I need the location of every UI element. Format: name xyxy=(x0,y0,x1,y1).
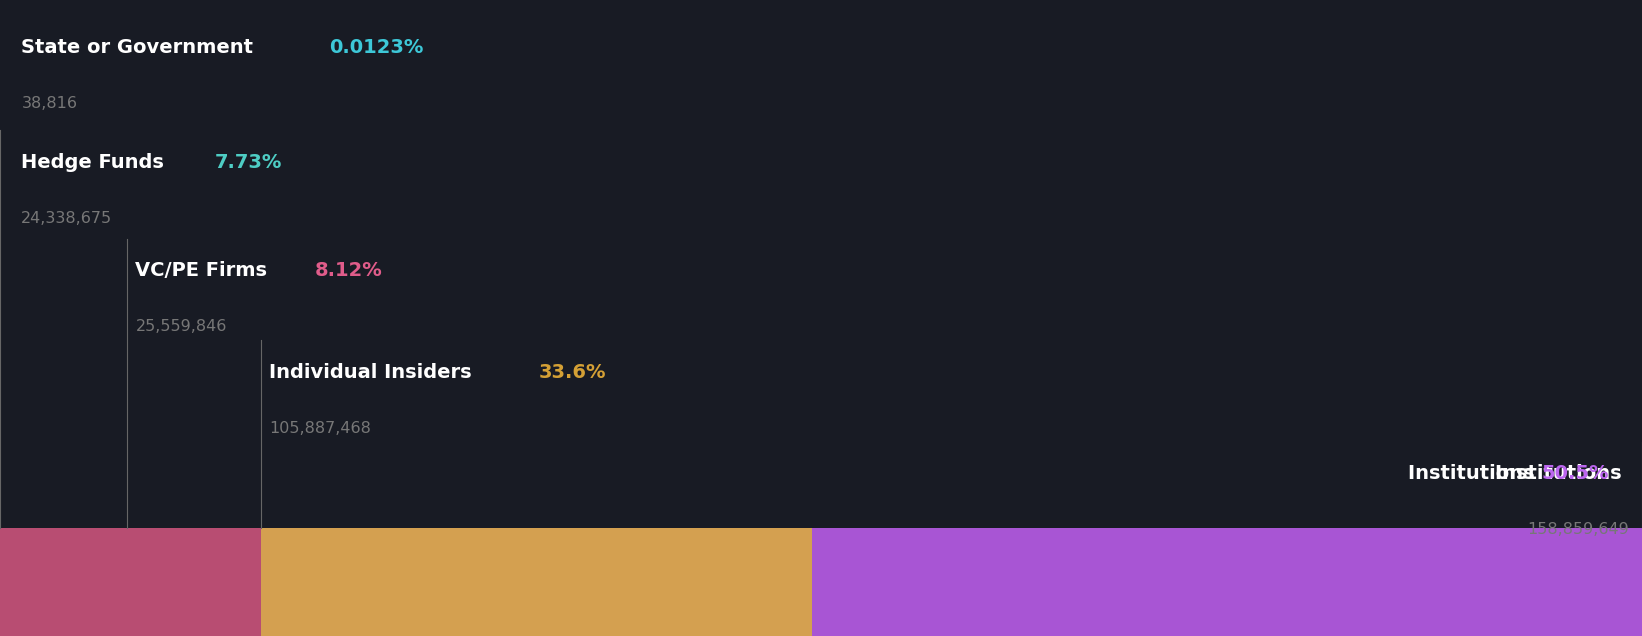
Text: 25,559,846: 25,559,846 xyxy=(135,319,227,334)
Text: 38,816: 38,816 xyxy=(21,96,77,111)
Text: 8.12%: 8.12% xyxy=(314,261,383,280)
Text: Hedge Funds: Hedge Funds xyxy=(21,153,171,172)
Text: State or Government: State or Government xyxy=(21,38,259,57)
Bar xyxy=(261,528,813,636)
Text: 33.6%: 33.6% xyxy=(539,363,606,382)
Bar xyxy=(126,528,261,636)
Text: 0.0123%: 0.0123% xyxy=(330,38,424,57)
Text: VC/PE Firms: VC/PE Firms xyxy=(135,261,274,280)
Text: 158,859,649: 158,859,649 xyxy=(1527,522,1629,537)
Text: 24,338,675: 24,338,675 xyxy=(21,211,112,226)
Text: 50.5%: 50.5% xyxy=(1542,464,1609,483)
Text: 7.73%: 7.73% xyxy=(215,153,282,172)
Text: Institutions: Institutions xyxy=(1496,464,1629,483)
Text: Institutions: Institutions xyxy=(1409,464,1542,483)
Bar xyxy=(813,528,1642,636)
Bar xyxy=(0,528,126,636)
Text: 105,887,468: 105,887,468 xyxy=(269,420,371,436)
Text: Individual Insiders: Individual Insiders xyxy=(269,363,478,382)
